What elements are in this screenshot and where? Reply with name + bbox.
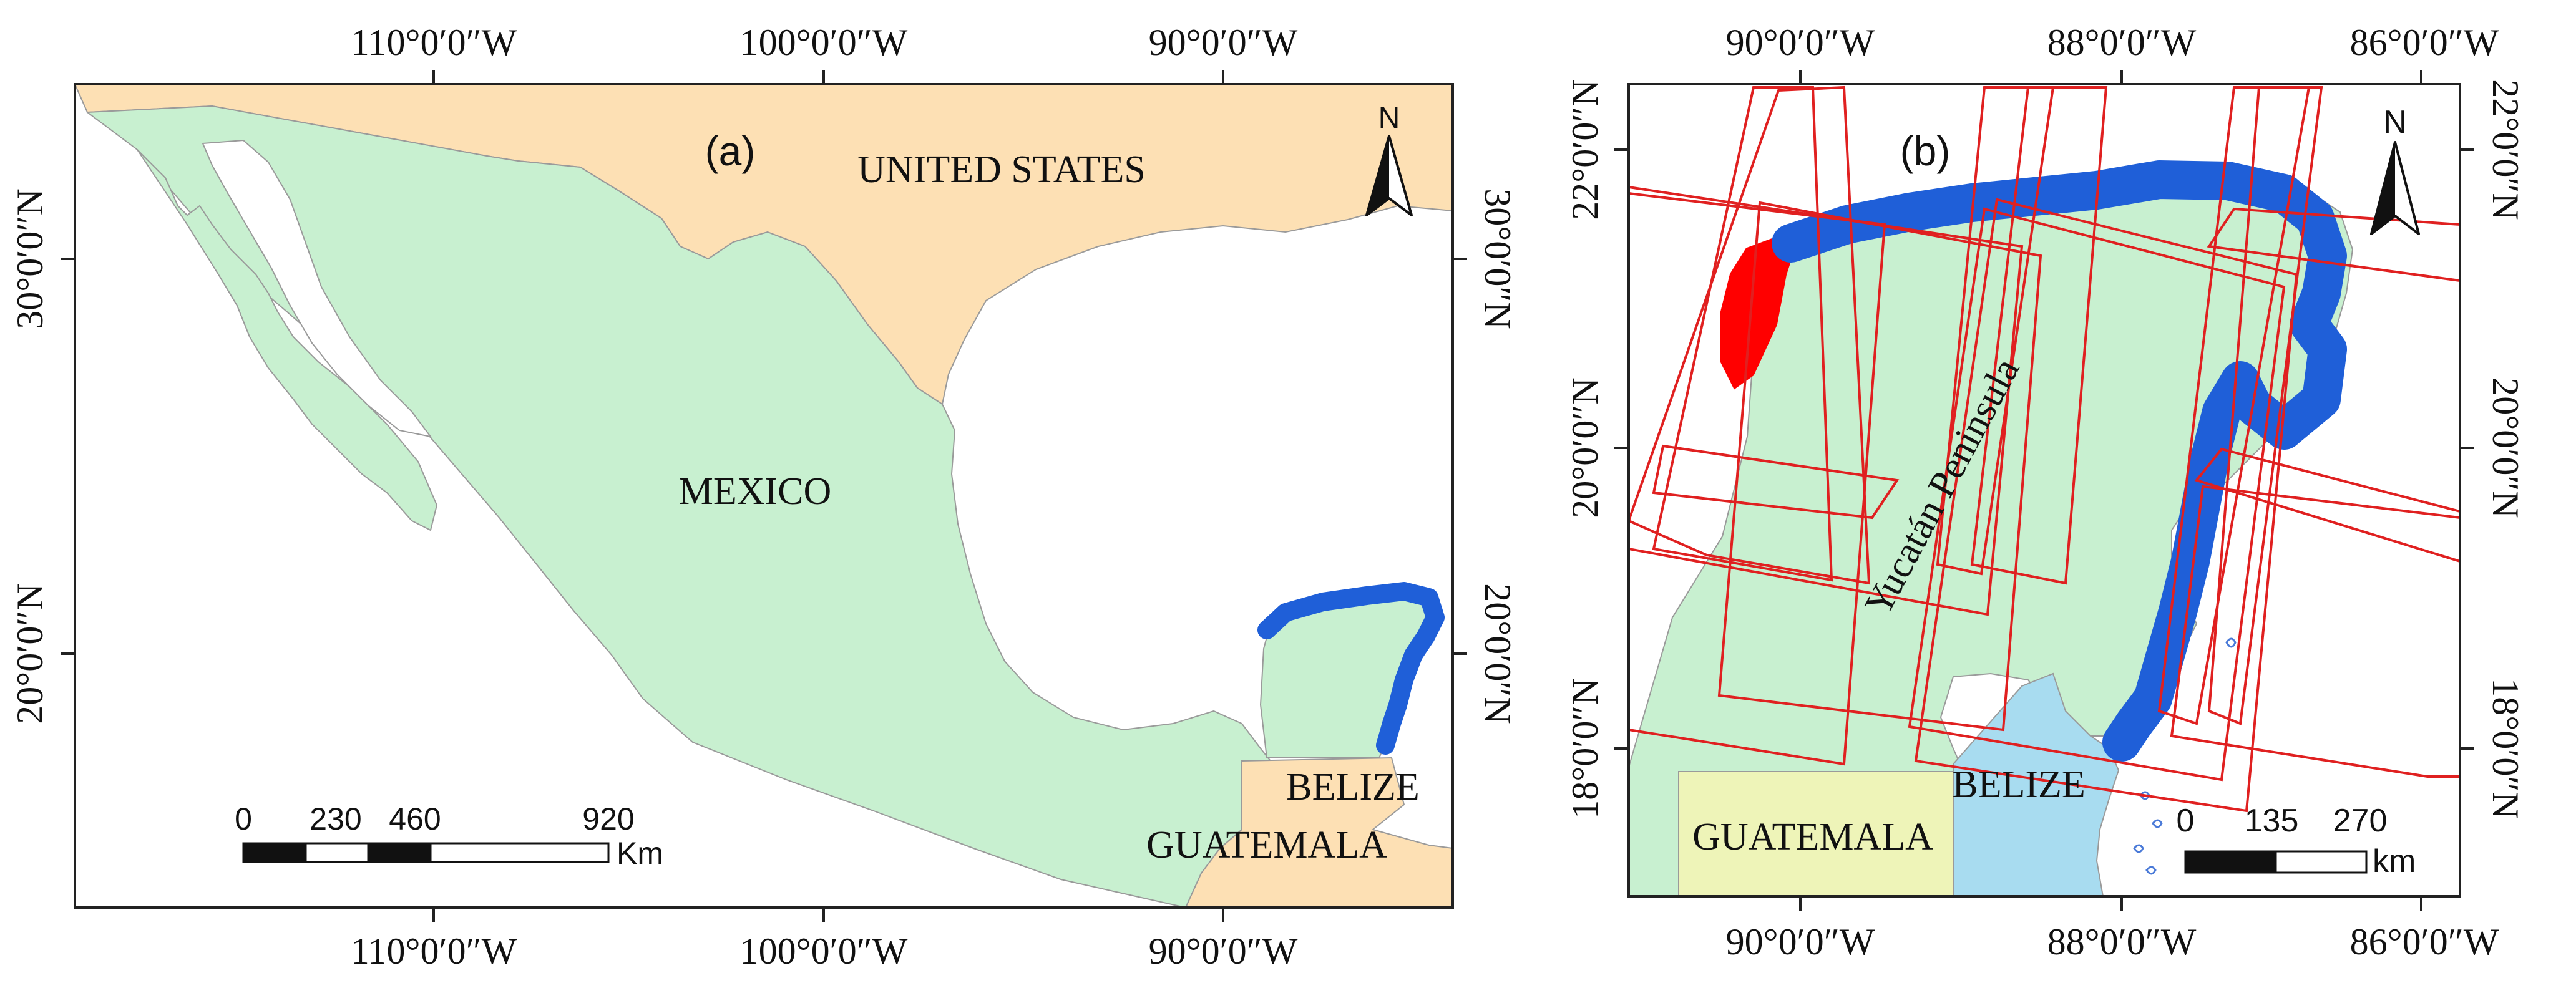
b-lon-bottom-2: 88°0′0″W bbox=[2047, 921, 2197, 962]
panel-b-ticks bbox=[1614, 70, 2474, 911]
a-lat-right-1: 30°0′0″N bbox=[1477, 188, 1518, 329]
a-lon-bottom-1: 110°0′0″W bbox=[351, 931, 517, 972]
label-guatemala-b: GUATEMALA bbox=[1692, 816, 1933, 858]
a-lon-bottom-3: 90°0′0″W bbox=[1149, 931, 1298, 972]
coast-buffer-a bbox=[1257, 582, 1445, 755]
label-mexico: MEXICO bbox=[679, 470, 832, 513]
b-lon-top-1: 90°0′0″W bbox=[1726, 22, 1875, 63]
a-lat-left-2: 20°0′0″N bbox=[9, 583, 51, 724]
north-arrow-a-half bbox=[1367, 136, 1389, 215]
label-belize-a: BELIZE bbox=[1286, 766, 1420, 808]
b-lat-left-3: 18°0′0″N bbox=[1564, 678, 1606, 818]
guatemala-land-a bbox=[1184, 757, 1453, 908]
scale-a-0: 0 bbox=[235, 801, 252, 836]
north-arrow-a-label: N bbox=[1378, 102, 1400, 135]
north-arrow-b: N bbox=[2370, 104, 2420, 235]
label-united-states: UNITED STATES bbox=[857, 148, 1146, 191]
a-lat-left-1: 30°0′0″N bbox=[9, 188, 51, 329]
panel-b-frame bbox=[1627, 83, 2461, 898]
scale-a-3: 920 bbox=[582, 801, 634, 836]
b-lat-right-2: 20°0′0″N bbox=[2485, 377, 2526, 518]
panel-b-label: (b) bbox=[1900, 128, 1951, 174]
scale-b-0: 0 bbox=[2177, 803, 2195, 839]
north-arrow-b-half bbox=[2371, 142, 2395, 234]
b-lat-right-3: 18°0′0″N bbox=[2485, 678, 2526, 818]
mexico-land bbox=[85, 105, 1275, 908]
scene-frames-b bbox=[1629, 85, 2460, 813]
b-lat-left-1: 22°0′0″N bbox=[1564, 79, 1606, 220]
b-lat-right-1: 22°0′0″N bbox=[2485, 79, 2526, 220]
panel-b: 90°0′0″W 88°0′0″W 86°0′0″W 90°0′0″W 88°0… bbox=[1564, 22, 2526, 962]
baja-land bbox=[137, 149, 438, 531]
panel-a: 110°0′0″W 100°0′0″W 90°0′0″W 110°0′0″W 1… bbox=[9, 22, 1518, 972]
b-lon-top-2: 88°0′0″W bbox=[2047, 22, 2197, 63]
scale-b-1: 135 bbox=[2245, 803, 2299, 839]
scale-b-2: 270 bbox=[2333, 803, 2388, 839]
scale-bar-a: 0 230 460 920 Km bbox=[235, 801, 663, 871]
guatemala-land-b bbox=[1678, 771, 1954, 896]
panel-a-frame bbox=[74, 83, 1454, 909]
b-lat-left-2: 20°0′0″N bbox=[1564, 377, 1606, 518]
panel-a-map bbox=[75, 84, 1453, 908]
b-lon-bottom-3: 86°0′0″W bbox=[2350, 921, 2499, 962]
label-guatemala-a: GUATEMALA bbox=[1146, 824, 1387, 866]
panel-b-map bbox=[1629, 85, 2460, 896]
label-belize-b: BELIZE bbox=[1952, 763, 2086, 806]
scale-bar-b: 0 135 270 km bbox=[2177, 803, 2416, 879]
north-arrow-a: N bbox=[1365, 102, 1413, 216]
b-lon-bottom-1: 90°0′0″W bbox=[1726, 921, 1875, 962]
scale-a-unit: Km bbox=[617, 836, 663, 871]
scale-a-2: 460 bbox=[389, 801, 441, 836]
a-lon-bottom-2: 100°0′0″W bbox=[740, 931, 908, 972]
a-lon-top-1: 110°0′0″W bbox=[351, 22, 517, 63]
b-lon-top-3: 86°0′0″W bbox=[2350, 22, 2499, 63]
a-lon-top-3: 90°0′0″W bbox=[1149, 22, 1298, 63]
north-arrow-b-label: N bbox=[2383, 104, 2407, 140]
scale-a-1: 230 bbox=[310, 801, 361, 836]
a-lon-top-2: 100°0′0″W bbox=[740, 22, 908, 63]
coast-buffer-b bbox=[1772, 160, 2347, 762]
panel-a-label: (a) bbox=[705, 128, 756, 174]
a-lat-right-2: 20°0′0″N bbox=[1477, 583, 1518, 724]
gulf-of-california bbox=[202, 139, 432, 438]
panel-a-ticks bbox=[61, 70, 1467, 922]
scale-b-unit: km bbox=[2373, 843, 2416, 879]
